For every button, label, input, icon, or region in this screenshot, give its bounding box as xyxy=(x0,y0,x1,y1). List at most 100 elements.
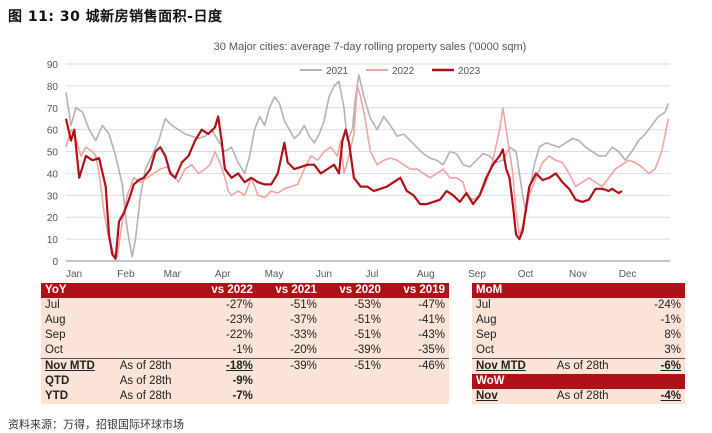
yoy-value-cell xyxy=(320,374,385,389)
x-tick-label: Dec xyxy=(619,269,637,280)
mom-row: Jul -24% xyxy=(472,298,685,313)
yoy-row-note xyxy=(115,328,193,343)
series-line-2021 xyxy=(65,74,670,258)
yoy-value-cell: -9% xyxy=(192,374,257,389)
mom-value-cell: 8% xyxy=(636,328,685,343)
yoy-header-cell: vs 2021 xyxy=(256,283,321,298)
yoy-value-cell xyxy=(384,374,449,389)
yoy-value-cell: -51% xyxy=(320,313,385,328)
yoy-header-cell: YoY xyxy=(41,283,116,298)
yoy-row-label: Nov MTD xyxy=(41,358,116,374)
yoy-value-cell: -27% xyxy=(192,298,257,313)
yoy-header-cell: vs 2022 xyxy=(192,283,257,298)
yoy-row: Nov MTD As of 28th -18% -39% -51% -46% xyxy=(41,358,449,374)
yoy-value-cell: -39% xyxy=(320,343,385,359)
figure-title: 图 11: 30 城新房销售面积-日度 xyxy=(8,9,223,25)
yoy-row-note xyxy=(115,298,193,313)
yoy-table: YoY vs 2022 vs 2021 vs 2020 vs 2019 Jul -27% -5… xyxy=(41,283,449,404)
yoy-value-cell: -22% xyxy=(192,328,257,343)
yoy-row: Sep -22% -33% -51% -43% xyxy=(41,328,449,343)
yoy-value-cell xyxy=(320,389,385,404)
yoy-row-note: As of 28th xyxy=(115,358,193,374)
y-tick-label: 60 xyxy=(47,126,59,137)
mom-row-note xyxy=(552,343,637,359)
wow-header-row-cell: WoW xyxy=(472,374,685,389)
yoy-value-cell xyxy=(384,389,449,404)
wow-row-label: Nov xyxy=(472,389,553,404)
x-tick-label: Oct xyxy=(518,269,534,280)
yoy-header-cell: vs 2019 xyxy=(384,283,449,298)
yoy-value-cell: -53% xyxy=(320,298,385,313)
yoy-row-label: QTD xyxy=(41,374,116,389)
yoy-row-label: Sep xyxy=(41,328,116,343)
y-tick-label: 50 xyxy=(47,148,59,159)
mom-row: Oct 3% xyxy=(472,343,685,359)
mom-row: Aug -1% xyxy=(472,313,685,328)
yoy-value-cell: -51% xyxy=(320,328,385,343)
yoy-value-cell: -35% xyxy=(384,343,449,359)
x-tick-label: Apr xyxy=(215,269,231,280)
yoy-value-cell: -33% xyxy=(256,328,321,343)
wow-header-row: WoW xyxy=(472,374,685,389)
yoy-row-label: YTD xyxy=(41,389,116,404)
y-tick-label: 30 xyxy=(47,191,59,202)
y-tick-label: 20 xyxy=(47,213,59,224)
y-tick-label: 40 xyxy=(47,169,59,180)
yoy-row: Oct -1% -20% -39% -35% xyxy=(41,343,449,359)
x-tick-label: Aug xyxy=(417,269,435,280)
mom-header-row: MoM xyxy=(472,283,685,298)
x-axis: Jan Feb Mar Apr May Jun Jul Aug Sep Oct Nov Dec xyxy=(66,269,636,280)
x-tick-label: Nov xyxy=(569,269,587,280)
chart-title: 30 Major cities: average 7-day rolling p… xyxy=(214,41,527,53)
mom-row-label: Nov MTD xyxy=(472,358,553,374)
series-lines xyxy=(64,74,670,260)
yoy-value-cell: -46% xyxy=(384,358,449,374)
yoy-row-label: Jul xyxy=(41,298,116,313)
mom-row-label: Sep xyxy=(472,328,553,343)
yoy-value-cell: -39% xyxy=(256,358,321,374)
mom-value-cell: -24% xyxy=(636,298,685,313)
mom-row-note: As of 28th xyxy=(552,358,637,374)
x-tick-label: Jan xyxy=(66,269,82,280)
x-tick-label: Mar xyxy=(164,269,182,280)
y-tick-label: 90 xyxy=(47,60,59,71)
x-tick-label: Feb xyxy=(117,269,135,280)
mom-row: Sep 8% xyxy=(472,328,685,343)
yoy-value-cell: -1% xyxy=(192,343,257,359)
yoy-row-note: As of 28th xyxy=(115,374,193,389)
yoy-value-cell xyxy=(256,374,321,389)
legend-label-2023: 2023 xyxy=(458,66,481,77)
yoy-value-cell: -23% xyxy=(192,313,257,328)
yoy-value-cell: -51% xyxy=(256,298,321,313)
mom-row-note xyxy=(552,298,637,313)
mom-row: Nov MTD As of 28th -6% xyxy=(472,358,685,374)
mom-row-label: Aug xyxy=(472,313,553,328)
yoy-row-label: Oct xyxy=(41,343,116,359)
yoy-row-note xyxy=(115,313,193,328)
yoy-value-cell: -41% xyxy=(384,313,449,328)
yoy-value-cell: -37% xyxy=(256,313,321,328)
mom-value-cell: -6% xyxy=(636,358,685,374)
yoy-value-cell xyxy=(256,389,321,404)
yoy-header-cell: vs 2020 xyxy=(320,283,385,298)
source-note: 资料来源：万得，招银国际环球市场 xyxy=(8,418,184,431)
yoy-value-cell: -43% xyxy=(384,328,449,343)
x-tick-label: Jun xyxy=(316,269,332,280)
mom-row-note xyxy=(552,328,637,343)
yoy-header-cell xyxy=(115,283,193,298)
y-axis: 0 10 20 30 40 50 60 70 80 90 xyxy=(47,60,59,268)
line-chart: 0 10 20 30 40 50 60 70 80 90 Jan Feb Mar Apr May Jun Ju… xyxy=(47,41,670,280)
mom-value-cell: 3% xyxy=(636,343,685,359)
mom-value-cell: -1% xyxy=(636,313,685,328)
yoy-row-note: As of 28th xyxy=(115,389,193,404)
mom-row-label: Jul xyxy=(472,298,553,313)
x-tick-label: Sep xyxy=(468,269,486,280)
x-tick-label: Jul xyxy=(366,269,379,280)
mom-table: MoM Jul -24% Aug -1% Sep 8% Oct 3% Nov MTD As of 2… xyxy=(472,283,685,404)
chart-gridlines xyxy=(66,63,670,262)
yoy-value-cell: -20% xyxy=(256,343,321,359)
yoy-row: Jul -27% -51% -53% -47% xyxy=(41,298,449,313)
yoy-row-note xyxy=(115,343,193,359)
yoy-row: Aug -23% -37% -51% -41% xyxy=(41,313,449,328)
series-line-2023 xyxy=(64,115,623,260)
